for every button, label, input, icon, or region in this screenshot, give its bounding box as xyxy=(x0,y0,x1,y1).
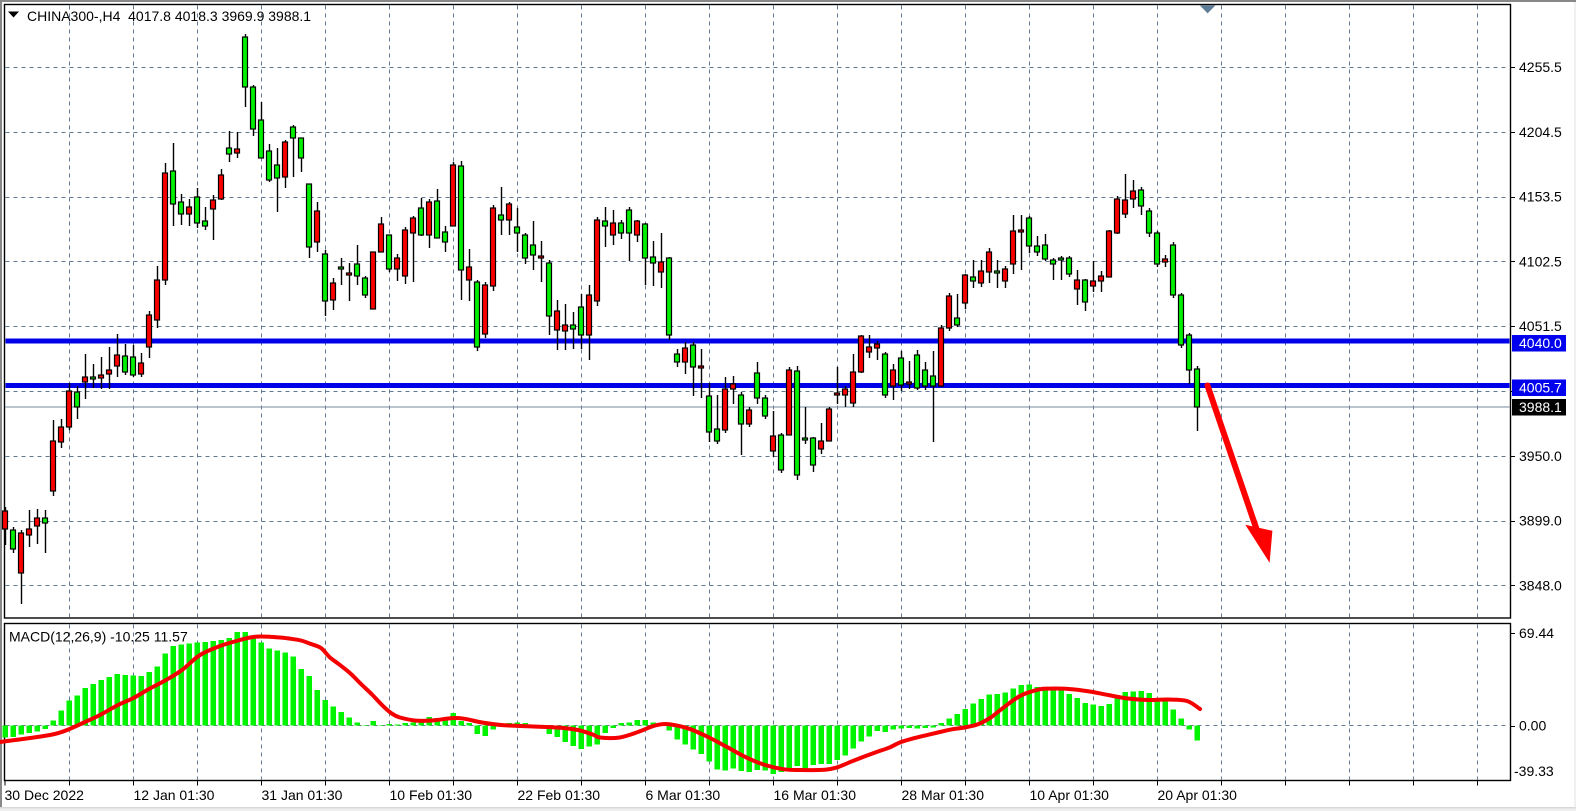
svg-text:4204.5: 4204.5 xyxy=(1519,124,1562,140)
svg-text:3950.0: 3950.0 xyxy=(1519,448,1562,464)
svg-text:31 Jan 01:30: 31 Jan 01:30 xyxy=(262,787,343,803)
svg-text:3899.0: 3899.0 xyxy=(1519,513,1562,529)
svg-text:28 Mar 01:30: 28 Mar 01:30 xyxy=(902,787,985,803)
svg-text:16 Mar 01:30: 16 Mar 01:30 xyxy=(774,787,857,803)
svg-text:-39.33: -39.33 xyxy=(1514,763,1554,779)
svg-text:3848.0: 3848.0 xyxy=(1519,577,1562,593)
svg-text:0.00: 0.00 xyxy=(1519,718,1546,734)
svg-text:22 Feb 01:30: 22 Feb 01:30 xyxy=(518,787,601,803)
svg-text:20 Apr 01:30: 20 Apr 01:30 xyxy=(1158,787,1238,803)
svg-text:69.44: 69.44 xyxy=(1519,625,1554,641)
svg-text:MACD(12,26,9) -10.25 11.57: MACD(12,26,9) -10.25 11.57 xyxy=(9,629,188,645)
svg-text:CHINA300-,H4 4017.8 4018.3 39: CHINA300-,H4 4017.8 4018.3 3969.9 3988.1 xyxy=(27,8,311,24)
svg-text:6 Mar 01:30: 6 Mar 01:30 xyxy=(646,787,721,803)
svg-text:4255.5: 4255.5 xyxy=(1519,59,1562,75)
svg-text:3988.1: 3988.1 xyxy=(1519,399,1562,415)
svg-text:4051.5: 4051.5 xyxy=(1519,318,1562,334)
svg-text:4153.5: 4153.5 xyxy=(1519,189,1562,205)
svg-text:12 Jan 01:30: 12 Jan 01:30 xyxy=(134,787,215,803)
svg-text:4102.5: 4102.5 xyxy=(1519,253,1562,269)
svg-text:10 Feb 01:30: 10 Feb 01:30 xyxy=(390,787,473,803)
svg-text:4040.0: 4040.0 xyxy=(1519,335,1562,351)
svg-text:4005.7: 4005.7 xyxy=(1519,380,1562,396)
svg-text:30 Dec 2022: 30 Dec 2022 xyxy=(5,787,85,803)
svg-text:10 Apr 01:30: 10 Apr 01:30 xyxy=(1030,787,1110,803)
